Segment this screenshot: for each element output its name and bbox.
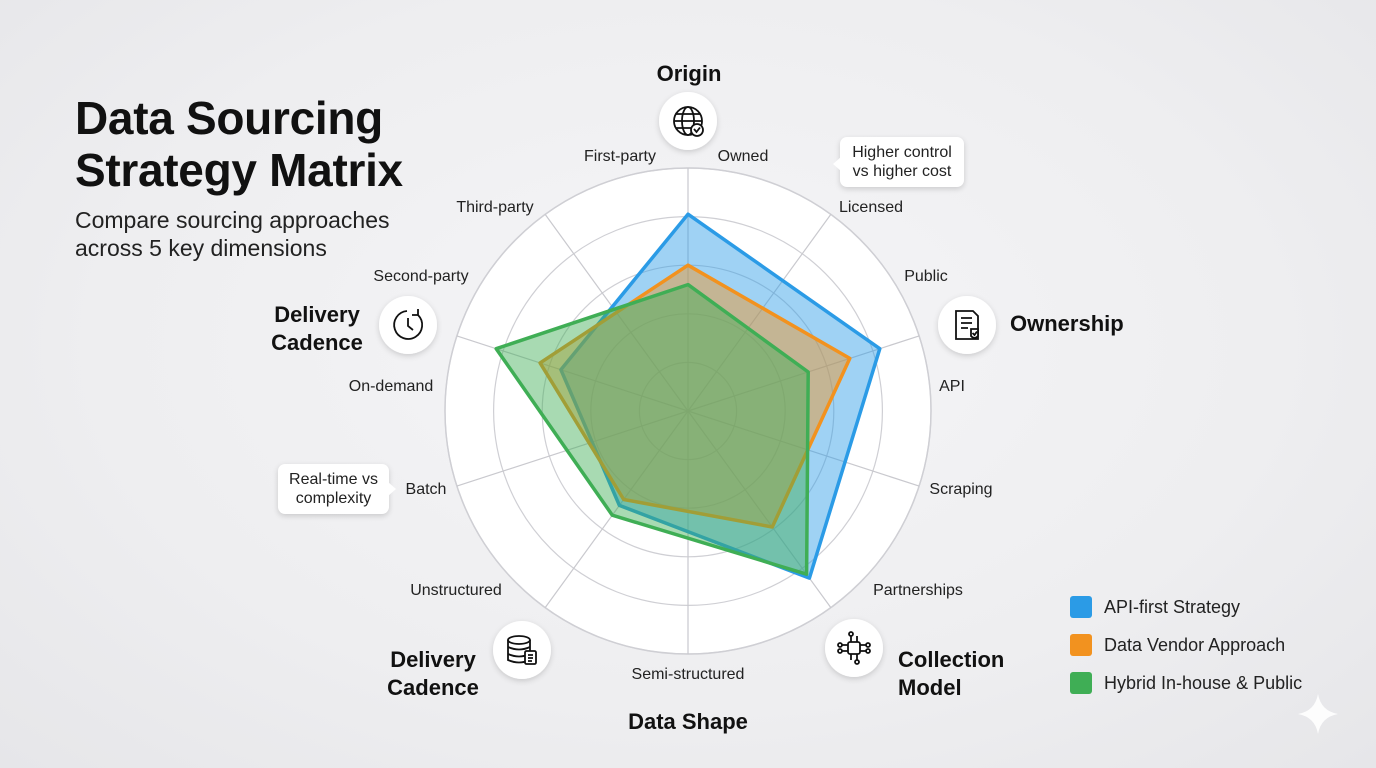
legend-label-api-first: API-first Strategy <box>1104 596 1241 617</box>
realtime-callout-line-1: Real-time vs <box>289 471 378 488</box>
ring-label-second-party: Second-party <box>373 268 468 285</box>
legend-swatch-data-vendor <box>1070 634 1092 656</box>
dimension-title-data-shape-top: Delivery Cadence <box>387 647 479 700</box>
legend-label-data-vendor: Data Vendor Approach <box>1104 634 1286 655</box>
ring-label-on-demand: On-demand <box>349 378 434 395</box>
dimension-title-line: Delivery <box>274 302 360 327</box>
dimension-title-origin: Origin <box>657 61 722 86</box>
chart-legend: API-first Strategy Data Vendor Approach … <box>1070 594 1302 708</box>
dimension-title-collection: Collection Model <box>898 647 1004 700</box>
dimension-title-line: Cadence <box>387 675 479 700</box>
legend-swatch-hybrid <box>1070 672 1092 694</box>
radar-spoke-1 <box>687 214 832 412</box>
document-check-icon <box>955 310 979 340</box>
ring-label-third-party: Third-party <box>456 199 533 216</box>
legend-item-hybrid: Hybrid In-house & Public <box>1070 670 1302 696</box>
legend-label-hybrid: Hybrid In-house & Public <box>1104 672 1303 693</box>
dimension-title-line: Delivery <box>390 647 476 672</box>
origin-icon-badge <box>659 92 717 150</box>
subtitle-line-2: across 5 key dimensions <box>75 235 327 261</box>
control-cost-callout: Higher control vs higher cost <box>833 137 964 187</box>
dimension-title-line: Origin <box>657 61 722 86</box>
control-callout-line-2: vs higher cost <box>852 163 952 180</box>
dimension-title-line: Ownership <box>1010 311 1124 336</box>
legend-item-api-first: API-first Strategy <box>1070 594 1302 620</box>
ownership-icon-badge <box>938 296 996 354</box>
ring-label-semi-structured: Semi-structured <box>632 666 745 683</box>
radar-spoke-3 <box>687 410 920 487</box>
ring-label-public: Public <box>904 268 948 285</box>
ring-label-owned: Owned <box>718 148 769 165</box>
ring-labels: First-party Owned Licensed Public API Scrapin… <box>349 148 993 683</box>
realtime-callout-line-2: complexity <box>295 490 372 507</box>
collection-icon-badge <box>825 619 883 677</box>
ring-label-api: API <box>939 378 965 395</box>
clock-icon <box>393 309 424 340</box>
title-line-1: Data Sourcing <box>75 92 383 144</box>
legend-swatch-api-first <box>1070 596 1092 618</box>
data-shape-icon-badge <box>493 621 551 679</box>
dimension-title-data-shape-bottom: Data Shape <box>628 709 748 734</box>
dimension-title-line: Data Shape <box>628 709 748 734</box>
dimension-title-line: Model <box>898 675 962 700</box>
ring-label-batch: Batch <box>406 481 447 498</box>
database-icon <box>507 635 537 665</box>
dimension-titles: Origin Ownership Collection Model Delivery Ca… <box>271 61 1124 734</box>
ring-label-licensed: Licensed <box>839 199 903 216</box>
dimension-title-line: Cadence <box>271 330 363 355</box>
dimension-title-ownership: Ownership <box>1010 311 1124 336</box>
control-callout-line-1: Higher control <box>852 144 952 161</box>
legend-item-data-vendor: Data Vendor Approach <box>1070 632 1302 658</box>
globe-icon <box>673 106 704 137</box>
network-icon <box>837 631 871 665</box>
page-subtitle: Compare sourcing approaches across 5 key… <box>75 206 475 262</box>
cadence-icon-badge <box>379 296 437 354</box>
series-polygon-api-first-strategy <box>559 212 882 580</box>
radar-series <box>494 212 882 580</box>
radar-spoke-7 <box>456 410 689 487</box>
ring-label-partnerships: Partnerships <box>873 582 963 599</box>
series-polygon-hybrid-in-house-public <box>494 282 810 576</box>
ring-label-scraping: Scraping <box>929 481 992 498</box>
subtitle-line-1: Compare sourcing approaches <box>75 207 390 233</box>
radar-spoke-6 <box>544 410 689 608</box>
dimension-title-cadence: Delivery Cadence <box>271 302 363 355</box>
series-polygon-data-vendor-approach <box>538 263 852 529</box>
title-line-2: Strategy Matrix <box>75 144 403 196</box>
ring-label-unstructured: Unstructured <box>410 582 502 599</box>
realtime-complexity-callout: Real-time vs complexity <box>278 464 396 514</box>
ring-label-first-party: First-party <box>584 148 656 165</box>
page-title: Data Sourcing Strategy Matrix <box>75 92 495 196</box>
sparkle-icon <box>1298 694 1338 734</box>
dimension-title-line: Collection <box>898 647 1004 672</box>
